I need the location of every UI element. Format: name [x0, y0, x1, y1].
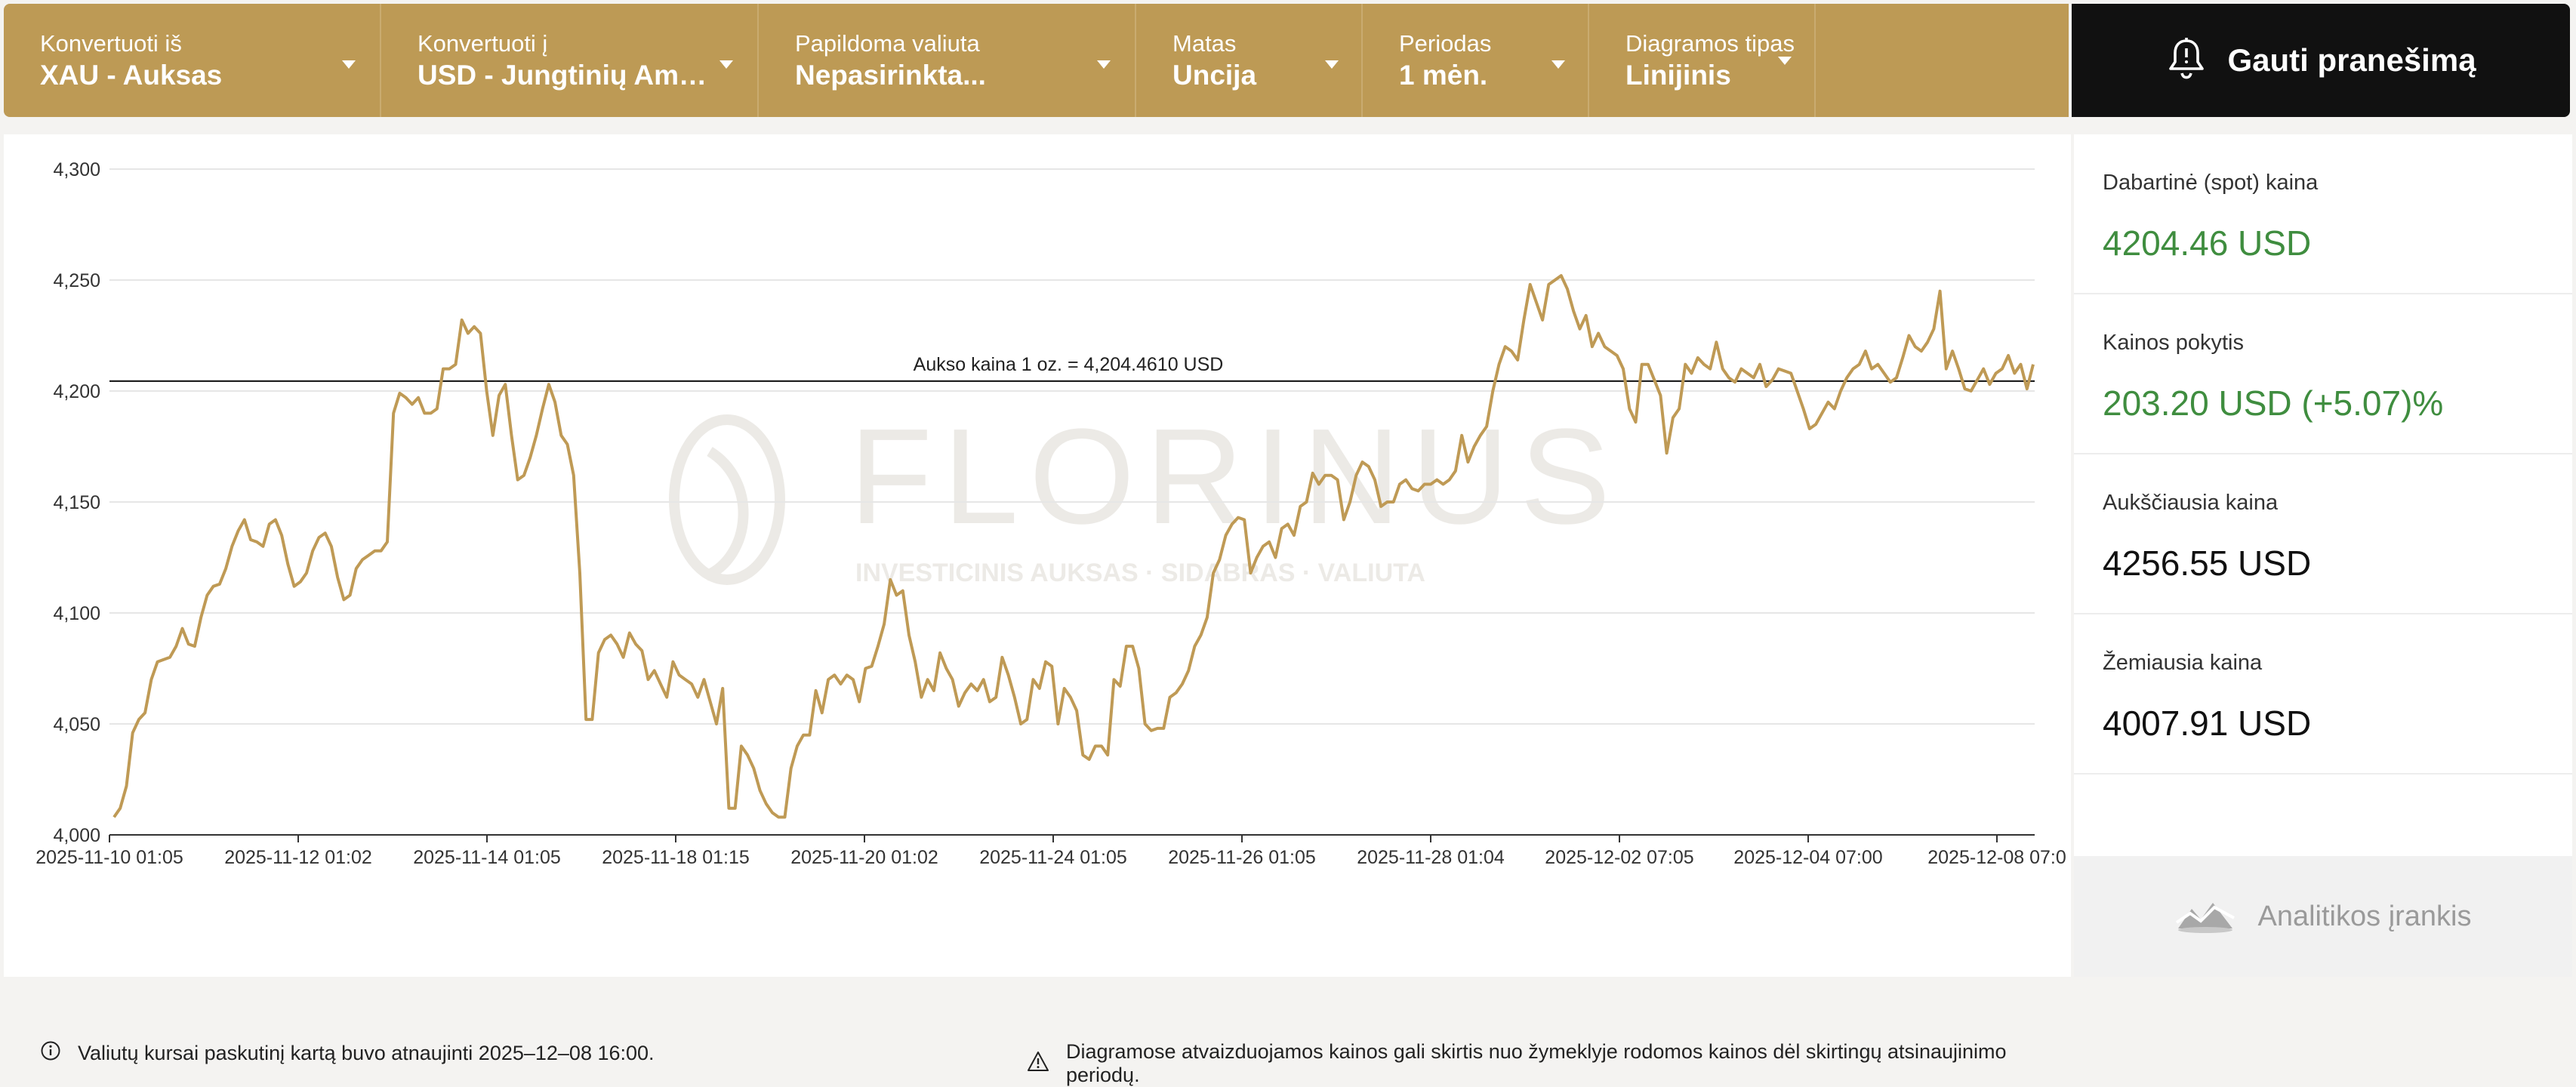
high-price-label: Aukščiausia kaina — [2103, 491, 2279, 515]
x-tick-label: 2025-12-02 07:05 — [1545, 847, 1693, 868]
mountain-chart-icon — [2175, 895, 2236, 938]
disclaimer-note: Diagramose atvaizduojamos kainos gali sk… — [1027, 1040, 2071, 1087]
price-change-label: Kainos pokytis — [2103, 331, 2244, 355]
x-tick-label: 2025-11-20 01:02 — [790, 847, 938, 868]
unit-value: Uncija — [1172, 60, 1257, 91]
x-tick-label: 2025-11-10 01:05 — [35, 847, 183, 868]
y-axis-labels: 4,000 4,050 4,100 4,150 4,200 4,250 4,300 — [53, 159, 100, 846]
y-tick-label: 4,200 — [53, 381, 100, 402]
y-tick-label: 4,000 — [53, 825, 100, 846]
analytics-tool-button[interactable]: Analitikos įrankis — [2074, 856, 2572, 977]
price-line — [112, 274, 2035, 819]
x-tick-label: 2025-11-24 01:05 — [979, 847, 1127, 868]
chevron-down-icon — [1097, 60, 1111, 69]
unit-dropdown[interactable]: Matas Uncija — [1136, 4, 1363, 117]
bell-icon — [2165, 36, 2208, 85]
y-tick-label: 4,300 — [53, 159, 100, 180]
reference-line-label: Aukso kaina 1 oz. = 4,204.4610 USD — [914, 354, 1224, 375]
x-tick-label: 2025-11-28 01:04 — [1357, 847, 1505, 868]
chevron-down-icon — [1325, 60, 1339, 69]
last-updated-text: Valiutų kursai paskutinį kartą buvo atna… — [78, 1042, 655, 1064]
converter-toolbar: Konvertuoti iš XAU - Auksas Konvertuoti … — [4, 4, 2069, 117]
spot-price-label: Dabartinė (spot) kaina — [2103, 171, 2319, 195]
chevron-down-icon — [719, 60, 733, 69]
price-chart[interactable]: FLORINUS INVESTICINIS AUKSAS · SIDABRAS … — [4, 134, 2071, 889]
get-notification-button[interactable]: Gauti pranešimą — [2072, 4, 2570, 117]
chevron-down-icon — [1551, 60, 1565, 69]
extra-currency-value: Nepasirinkta... — [795, 60, 986, 91]
low-price-label: Žemiausia kaina — [2103, 651, 2263, 675]
chart-type-value: Linijinis — [1625, 60, 1731, 91]
high-price-stat: Aukščiausia kaina 4256.55 USD — [2074, 454, 2572, 614]
x-tick-label: 2025-11-14 01:05 — [413, 847, 561, 868]
period-value: 1 mėn. — [1399, 60, 1488, 91]
chart-type-label: Diagramos tipas — [1625, 30, 1795, 57]
x-tick-label: 2025-11-26 01:05 — [1168, 847, 1316, 868]
low-price-stat: Žemiausia kaina 4007.91 USD — [2074, 614, 2572, 774]
watermark-brand: FLORINUS — [849, 401, 1621, 553]
convert-to-value: USD - Jungtinių Amerikos Valstijų doleri… — [418, 60, 719, 91]
low-price-value: 4007.91 USD — [2103, 704, 2312, 743]
convert-from-value: XAU - Auksas — [40, 60, 223, 91]
x-axis-labels: 2025-11-10 01:05 2025-11-12 01:02 2025-11-… — [35, 847, 2066, 868]
x-tick-label: 2025-11-12 01:02 — [224, 847, 372, 868]
spot-price-value: 4204.46 USD — [2103, 223, 2312, 263]
chart-grid — [109, 168, 2035, 842]
info-icon — [40, 1040, 61, 1067]
extra-currency-dropdown[interactable]: Papildoma valiuta Nepasirinkta... — [759, 4, 1136, 117]
chevron-down-icon — [342, 60, 356, 69]
disclaimer-text: Diagramose atvaizduojamos kainos gali sk… — [1066, 1040, 2007, 1086]
unit-label: Matas — [1172, 30, 1237, 57]
period-dropdown[interactable]: Periodas 1 mėn. — [1363, 4, 1589, 117]
stats-panel: Dabartinė (spot) kaina 4204.46 USD Kaino… — [2074, 134, 2572, 977]
price-change-value: 203.20 USD (+5.07)% — [2103, 383, 2444, 423]
convert-from-dropdown[interactable]: Konvertuoti iš XAU - Auksas — [4, 4, 381, 117]
chart-panel: FLORINUS INVESTICINIS AUKSAS · SIDABRAS … — [4, 134, 2071, 1086]
x-tick-label: 2025-11-18 01:15 — [602, 847, 750, 868]
watermark-tagline: INVESTICINIS AUKSAS · SIDABRAS · VALIUTA — [855, 559, 1425, 587]
convert-to-label: Konvertuoti į — [418, 30, 548, 57]
warning-icon — [1027, 1051, 1049, 1077]
chart-type-dropdown[interactable]: Diagramos tipas Linijinis — [1589, 4, 1816, 117]
y-tick-label: 4,050 — [53, 714, 100, 735]
chevron-down-icon — [1778, 57, 1792, 65]
convert-to-dropdown[interactable]: Konvertuoti į USD - Jungtinių Amerikos V… — [381, 4, 759, 117]
high-price-value: 4256.55 USD — [2103, 544, 2312, 583]
price-change-stat: Kainos pokytis 203.20 USD (+5.07)% — [2074, 294, 2572, 454]
period-label: Periodas — [1399, 30, 1492, 57]
analytics-tool-label: Analitikos įrankis — [2257, 900, 2472, 932]
y-tick-label: 4,150 — [53, 492, 100, 513]
x-tick-label: 2025-12-04 07:00 — [1733, 847, 1882, 868]
convert-from-label: Konvertuoti iš — [40, 30, 182, 57]
florinus-watermark: FLORINUS INVESTICINIS AUKSAS · SIDABRAS … — [669, 401, 1621, 587]
y-tick-label: 4,100 — [53, 603, 100, 624]
extra-currency-label: Papildoma valiuta — [795, 30, 980, 57]
x-tick-label: 2025-12-08 07:0 — [1927, 847, 2066, 868]
last-updated-note: Valiutų kursai paskutinį kartą buvo atna… — [40, 1040, 655, 1067]
spot-price-stat: Dabartinė (spot) kaina 4204.46 USD — [2074, 134, 2572, 294]
y-tick-label: 4,250 — [53, 270, 100, 291]
get-notification-label: Gauti pranešimą — [2227, 42, 2476, 78]
reference-line: Aukso kaina 1 oz. = 4,204.4610 USD — [109, 354, 2035, 382]
